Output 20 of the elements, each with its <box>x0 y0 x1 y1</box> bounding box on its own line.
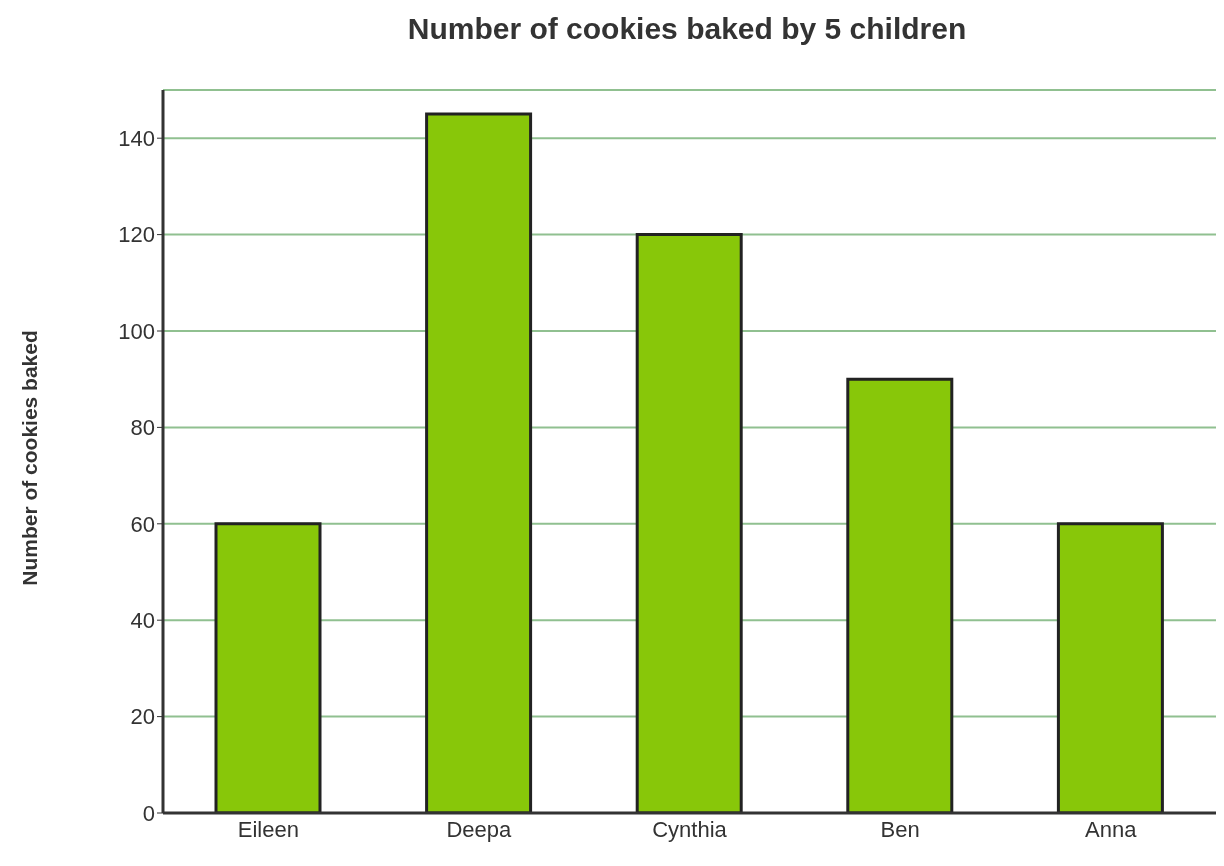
x-tick-label: Ben <box>880 816 920 842</box>
bar <box>635 233 743 813</box>
y-tick-label: 60 <box>130 511 155 537</box>
x-tick-label: Eileen <box>237 816 299 842</box>
y-tick-label: 20 <box>130 704 155 730</box>
bar <box>846 377 954 813</box>
y-tick-label: 100 <box>118 318 155 344</box>
x-tick-label: Anna <box>1085 816 1138 842</box>
bar <box>214 522 322 813</box>
x-tick-label: Cynthia <box>652 816 728 842</box>
bar <box>425 112 533 813</box>
x-tick-label: Deepa <box>446 816 513 842</box>
y-tick-label: 0 <box>142 800 155 826</box>
bar <box>1056 522 1164 813</box>
y-axis-title: Number of cookies baked <box>18 330 42 586</box>
y-tick-label: 80 <box>130 415 155 441</box>
y-tick-label: 120 <box>118 222 155 248</box>
y-tick-label: 40 <box>130 608 155 634</box>
y-tick-label: 140 <box>118 126 155 152</box>
chart-title: Number of cookies baked by 5 children <box>406 12 968 46</box>
